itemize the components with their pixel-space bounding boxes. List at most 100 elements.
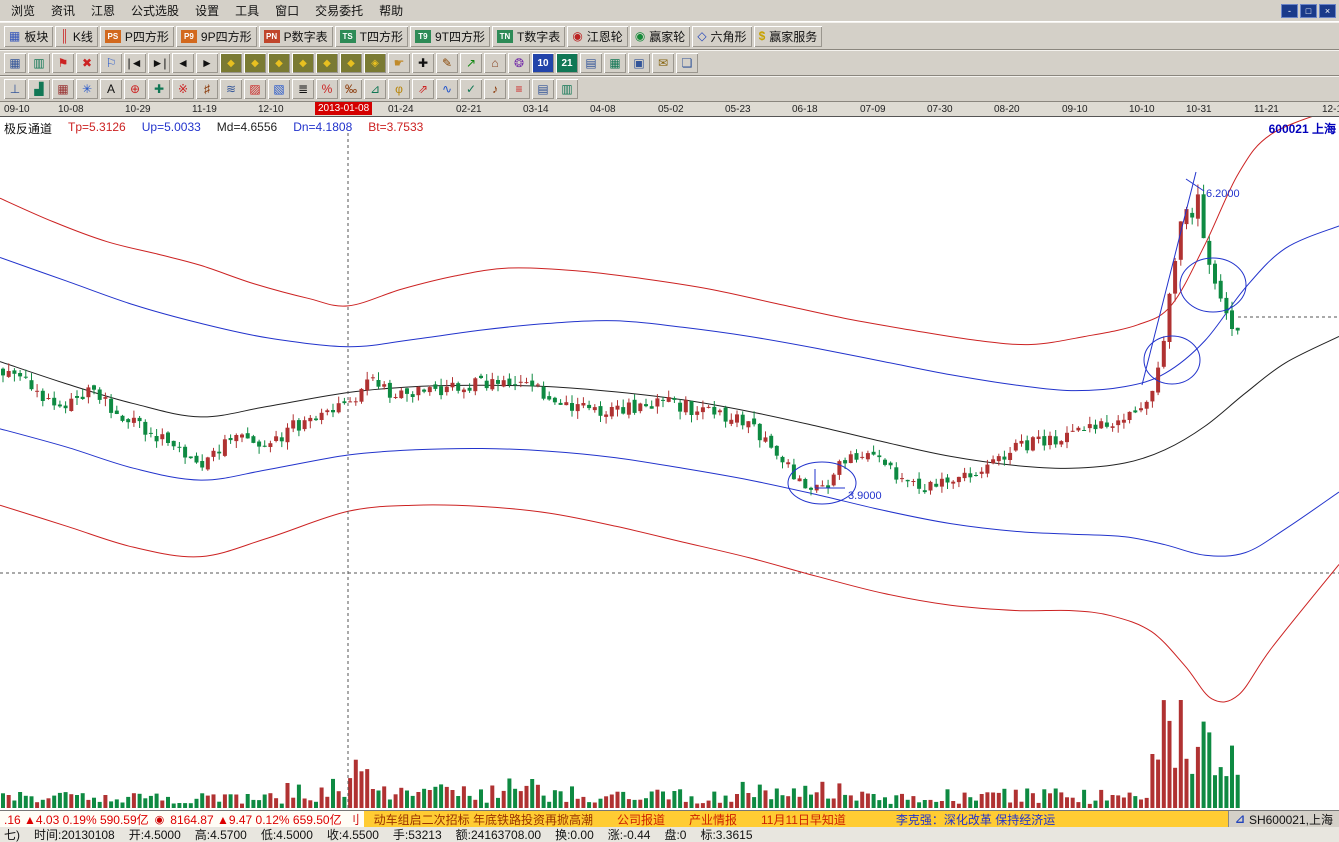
golden-ratio-icon[interactable]: φ: [388, 79, 410, 99]
crosshair-tool-icon[interactable]: ✚: [412, 53, 434, 73]
gann-angle-tool-icon[interactable]: ◆: [340, 53, 362, 73]
angle-tool-icon[interactable]: ⊿: [364, 79, 386, 99]
tally-tool-icon[interactable]: ♯: [196, 79, 218, 99]
t-square-button[interactable]: TS T四方形: [335, 26, 408, 47]
text-tool-icon[interactable]: A: [100, 79, 122, 99]
kline-button[interactable]: ║ K线: [55, 26, 98, 47]
check-icon[interactable]: ✓: [460, 79, 482, 99]
hatch-alt-tool-icon[interactable]: ▧: [268, 79, 290, 99]
news-item[interactable]: 动车组启二次招标 年底铁路投资再掀高潮: [373, 812, 593, 827]
winner-service-button-label: 赢家服务: [769, 29, 818, 44]
kline-button-label: K线: [72, 29, 93, 44]
next-bar-icon[interactable]: ►: [196, 53, 218, 73]
status-field: 收:4.5500: [326, 828, 379, 842]
flag-icon[interactable]: ⚑: [52, 53, 74, 73]
close-button[interactable]: ×: [1319, 3, 1336, 18]
nine-t-square-button[interactable]: T9 9T四方形: [410, 26, 490, 47]
menu-item[interactable]: 帮助: [379, 4, 404, 18]
wheel-chart-icon[interactable]: ❂: [508, 53, 530, 73]
menu-item[interactable]: 窗口: [275, 4, 300, 18]
wave-tool-icon[interactable]: ∿: [436, 79, 458, 99]
permille-tool-icon[interactable]: ‰: [340, 79, 362, 99]
alert-sound-icon[interactable]: ♪: [484, 79, 506, 99]
gann-grid-tool-icon[interactable]: ◆: [268, 53, 290, 73]
save-icon[interactable]: ▣: [628, 53, 650, 73]
gann-wheel-button-icon: ◉: [572, 29, 583, 43]
gann-box-tool-icon[interactable]: ◆: [292, 53, 314, 73]
star-tool-icon[interactable]: ✳: [76, 79, 98, 99]
status-bar: 七) 时间:20130108 开:4.5000 高:4.5700 低:4.5000 收:4…: [0, 827, 1339, 842]
menu-item[interactable]: 公式选股: [131, 4, 180, 18]
rows-tool-icon[interactable]: ▤: [532, 79, 554, 99]
date-label: 09-10: [1062, 104, 1088, 115]
cols-tool-icon[interactable]: ▥: [556, 79, 578, 99]
svg-text:3.9000: 3.9000: [848, 490, 882, 502]
notes-icon[interactable]: ❏: [676, 53, 698, 73]
trendline-tool-icon[interactable]: ↗: [460, 53, 482, 73]
delete-drawing-icon[interactable]: ✖: [76, 53, 98, 73]
symbol-chip[interactable]: ⊿ SH600021,上海: [1227, 811, 1339, 827]
t-number-table-button[interactable]: TN T数字表: [492, 26, 565, 47]
home-icon[interactable]: ⌂: [484, 53, 506, 73]
first-bar-icon[interactable]: |◄: [124, 53, 146, 73]
menu-item[interactable]: 资讯: [51, 4, 76, 18]
window-buttons: - □ ×: [1281, 3, 1336, 18]
menu-item[interactable]: 设置: [195, 4, 220, 18]
sector-button-label: 板块: [24, 29, 49, 44]
gann-circle-tool-icon[interactable]: ◆: [316, 53, 338, 73]
mail-icon[interactable]: ✉: [652, 53, 674, 73]
gann-wheel-button[interactable]: ◉ 江恩轮: [567, 26, 628, 47]
minimize-button[interactable]: -: [1281, 3, 1298, 18]
quote-grid-icon[interactable]: ▦: [604, 53, 626, 73]
date-label: 11-21: [1254, 104, 1279, 115]
nine-p-square-button[interactable]: P9 9P四方形: [176, 26, 257, 47]
chart-canvas[interactable]: 6.2000 3.9000: [0, 106, 1339, 810]
pan-hand-icon[interactable]: ☛: [388, 53, 410, 73]
winner-service-button[interactable]: $ 赢家服务: [754, 26, 823, 47]
chart-view-icon[interactable]: ▥: [28, 53, 50, 73]
gann-fan-tool-icon[interactable]: ◆: [244, 53, 266, 73]
sector-button-icon: ▦: [9, 29, 21, 43]
news-item[interactable]: 公司报道: [616, 812, 665, 827]
percent-tool-icon[interactable]: %: [316, 79, 338, 99]
status-field: 开:4.5000: [128, 828, 181, 842]
hexagon-button[interactable]: ◇ 六角形: [692, 26, 751, 47]
data-table-icon[interactable]: ▤: [580, 53, 602, 73]
hlines-tool-icon[interactable]: ≡: [508, 79, 530, 99]
fib-lines-tool-icon[interactable]: ≋: [220, 79, 242, 99]
date-label: 05-23: [725, 104, 751, 115]
hatch-tool-icon[interactable]: ▨: [244, 79, 266, 99]
menu-item[interactable]: 工具: [235, 4, 260, 18]
cycle-10-icon[interactable]: 10: [532, 53, 554, 73]
menu-item[interactable]: 江恩: [91, 4, 116, 18]
wedge-tool-icon[interactable]: ▟: [28, 79, 50, 99]
pencil-tool-icon[interactable]: ✎: [436, 53, 458, 73]
status-field: 时间:20130108: [34, 828, 115, 842]
menu-item[interactable]: 浏览: [11, 4, 36, 18]
news-item[interactable]: 11月11日早知道: [761, 812, 846, 827]
prev-bar-icon[interactable]: ◄: [172, 53, 194, 73]
arrow-up-right-icon[interactable]: ⇗: [412, 79, 434, 99]
gann-wheel-tool-icon[interactable]: ◈: [364, 53, 386, 73]
winner-wheel-button[interactable]: ◉ 赢家轮: [630, 26, 691, 47]
last-bar-icon[interactable]: ►|: [148, 53, 170, 73]
circle-cross-tool-icon[interactable]: ⊕: [124, 79, 146, 99]
p-number-table-button[interactable]: PN P数字表: [259, 26, 333, 47]
menu-item[interactable]: 交易委托: [315, 4, 364, 18]
toolbar-main: ▦ 板块 ║ K线 PS P四方形 P9 9P四方形 PN P数字表 TS T四方形 T9 9T四方形 TN…: [0, 22, 1339, 50]
ref-mark-tool-icon[interactable]: ※: [172, 79, 194, 99]
flag-outline-icon[interactable]: ⚐: [100, 53, 122, 73]
grid-tool-icon[interactable]: ▦: [52, 79, 74, 99]
gann-square-tool-icon[interactable]: ◆: [220, 53, 242, 73]
chart-area: 6.2000 3.9000 极反通道 Tp=5.3126 Up=5.0033 Md=4…: [0, 106, 1339, 810]
new-window-icon[interactable]: ▦: [4, 53, 26, 73]
cycle-21-icon[interactable]: 21: [556, 53, 578, 73]
support-tool-icon[interactable]: ⊥: [4, 79, 26, 99]
news-item[interactable]: 李克强：深化改革 保持经济运: [895, 812, 1056, 827]
maximize-button[interactable]: □: [1300, 3, 1317, 18]
sector-button[interactable]: ▦ 板块: [4, 26, 53, 47]
levels-tool-icon[interactable]: ≣: [292, 79, 314, 99]
news-item[interactable]: 产业情报: [688, 812, 737, 827]
plus-tool-icon[interactable]: ✚: [148, 79, 170, 99]
p-square-button[interactable]: PS P四方形: [100, 26, 174, 47]
